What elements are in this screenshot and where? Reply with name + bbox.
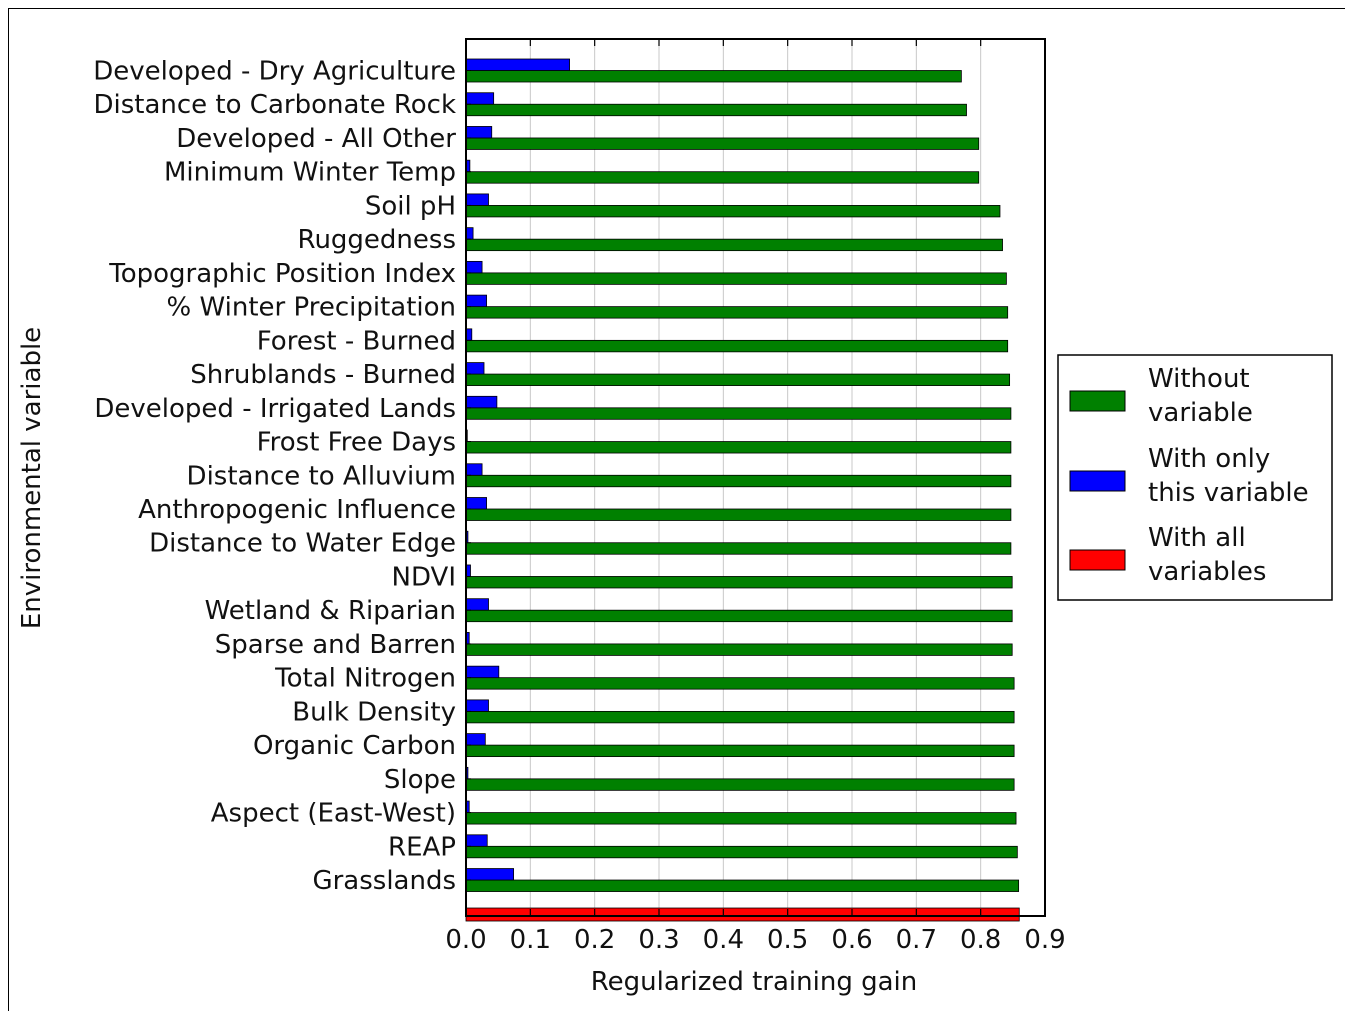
legend-swatch [1069, 470, 1126, 492]
y-tick-label: Distance to Carbonate Rock [93, 90, 456, 120]
bar-without-variable [465, 171, 980, 184]
bar-without-variable [465, 70, 962, 83]
bar-without-variable [465, 643, 1013, 656]
x-tick-label: 0.7 [896, 925, 937, 955]
y-tick-label: Frost Free Days [257, 428, 456, 458]
bar-with-only-this-variable [465, 260, 483, 274]
bar-without-variable [465, 205, 1001, 218]
y-tick-label: NDVI [392, 562, 456, 592]
x-tick-label: 0.3 [638, 925, 679, 955]
bar-with-only-this-variable [465, 395, 498, 409]
bar-with-only-this-variable [465, 834, 488, 847]
bar-without-variable [465, 339, 1009, 353]
y-tick-label: Ruggedness [298, 225, 456, 255]
bar-with-only-this-variable [465, 699, 489, 712]
y-tick-label: Slope [384, 765, 456, 795]
bar-with-all-variables [465, 907, 1020, 922]
bar-without-variable [465, 576, 1013, 589]
bar-without-variable [465, 744, 1015, 758]
bar-without-variable [465, 677, 1015, 690]
y-tick-label: Distance to Water Edge [149, 529, 456, 559]
y-tick-label: Grasslands [312, 866, 456, 896]
y-tick-label: Soil pH [365, 191, 456, 221]
bar-without-variable [465, 542, 1012, 555]
y-tick-label: Forest - Burned [257, 326, 456, 356]
bar-without-variable [465, 103, 967, 117]
bar-without-variable [465, 373, 1011, 386]
y-tick-label: Aspect (East-West) [211, 799, 456, 829]
bar-with-only-this-variable [465, 227, 474, 240]
legend-label: With only [1148, 444, 1270, 474]
bar-without-variable [465, 306, 1009, 319]
y-tick-label: Minimum Winter Temp [164, 158, 456, 188]
x-tick-label: 0.0 [445, 925, 486, 955]
y-tick-label: Developed - Dry Agriculture [93, 57, 456, 87]
bar-without-variable [465, 778, 1015, 791]
x-tick-label: 0.1 [510, 925, 551, 955]
bar-with-only-this-variable [465, 868, 515, 881]
bar-with-only-this-variable [465, 733, 486, 746]
x-tick-label: 0.8 [960, 925, 1001, 955]
bar-without-variable [465, 845, 1018, 859]
y-tick-label: Organic Carbon [253, 731, 456, 761]
legend-swatch [1069, 390, 1126, 412]
y-tick-label: Shrublands - Burned [190, 360, 456, 390]
y-tick-label: Developed - All Other [176, 124, 456, 154]
y-tick-label: Developed - Irrigated Lands [94, 394, 456, 424]
bar-without-variable [465, 407, 1012, 420]
x-tick-label: 0.2 [574, 925, 615, 955]
bar-with-only-this-variable [465, 362, 485, 375]
plot-area-frame [465, 38, 1046, 917]
bar-without-variable [465, 609, 1013, 623]
bars [465, 58, 1020, 922]
legend-label: With all [1148, 523, 1246, 553]
bar-with-only-this-variable [465, 497, 487, 510]
y-tick-label: Topographic Position Index [108, 259, 456, 289]
bar-with-only-this-variable [465, 665, 500, 679]
figure-frame [8, 8, 1345, 1011]
legend: Without variable With only this variable Wit… [1057, 354, 1333, 601]
x-tick-label: 0.5 [767, 925, 808, 955]
bar-without-variable [465, 508, 1012, 521]
bar-with-only-this-variable [465, 598, 489, 611]
bar-with-only-this-variable [465, 463, 483, 476]
x-tick-label: 0.4 [703, 925, 744, 955]
legend-label: variable [1148, 398, 1253, 428]
bar-without-variable [465, 272, 1007, 285]
bar-with-only-this-variable [465, 193, 489, 206]
bar-without-variable [465, 238, 1003, 252]
bar-without-variable [465, 474, 1012, 488]
y-tick-label: Wetland & Riparian [205, 596, 456, 626]
bar-without-variable [465, 137, 980, 150]
legend-swatch [1069, 549, 1126, 571]
y-tick-label: REAP [388, 832, 456, 862]
y-tick-label: Sparse and Barren [215, 630, 456, 660]
bar-with-only-this-variable [465, 58, 570, 71]
bar-without-variable [465, 710, 1015, 724]
legend-label: this variable [1148, 478, 1309, 508]
y-tick-label: Total Nitrogen [274, 664, 456, 694]
bar-without-variable [465, 812, 1017, 825]
legend-label: Without [1148, 364, 1250, 394]
y-tick-label: Bulk Density [292, 697, 456, 727]
y-tick-label: Distance to Alluvium [187, 461, 456, 491]
y-tick-label: % Winter Precipitation [167, 293, 456, 323]
bar-without-variable [465, 441, 1012, 454]
bar-with-only-this-variable [465, 126, 493, 139]
bar-with-only-this-variable [465, 294, 487, 308]
x-tick-label: 0.6 [831, 925, 872, 955]
x-tick-label: 0.9 [1024, 925, 1065, 955]
y-tick-label: Anthropogenic Influence [138, 495, 456, 525]
x-axis-label: Regularized training gain [591, 967, 918, 997]
x-axis-ticks: 0.0 0.1 0.2 0.3 0.4 0.5 0.6 0.7 0.8 0.9 [445, 39, 1066, 955]
bar-without-variable [465, 879, 1020, 892]
y-axis-label: Environmental variable [17, 327, 47, 629]
bar-with-only-this-variable [465, 92, 495, 105]
legend-label: variables [1148, 557, 1266, 587]
